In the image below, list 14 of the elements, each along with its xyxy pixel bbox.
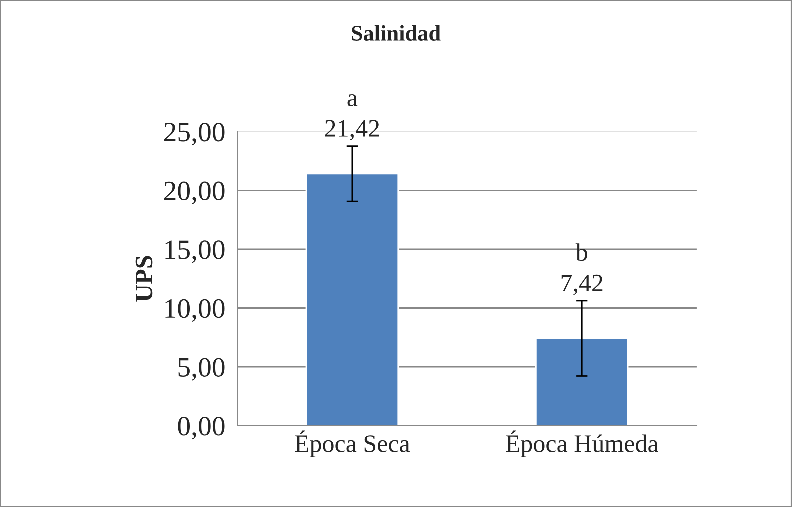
y-axis-title: UPS	[136, 256, 153, 302]
x-tick-label: Época Húmeda	[506, 430, 658, 458]
y-tick-label: 25,00	[164, 122, 225, 146]
y-tick-label: 10,00	[166, 299, 225, 322]
annotation: b	[576, 244, 588, 262]
y-tick-label: 20,00	[164, 182, 225, 205]
text: a	[348, 94, 358, 106]
data-label: 21,42	[325, 120, 380, 141]
chart-title: Salinidad	[352, 25, 441, 41]
x-tick-label: Época Seca	[295, 430, 410, 458]
y-tick-label: 0,00	[178, 417, 225, 440]
y-tick-label: 15,00	[166, 240, 225, 264]
y-tick-label: 5,00	[178, 358, 225, 381]
data-label: 7,42	[562, 274, 603, 296]
